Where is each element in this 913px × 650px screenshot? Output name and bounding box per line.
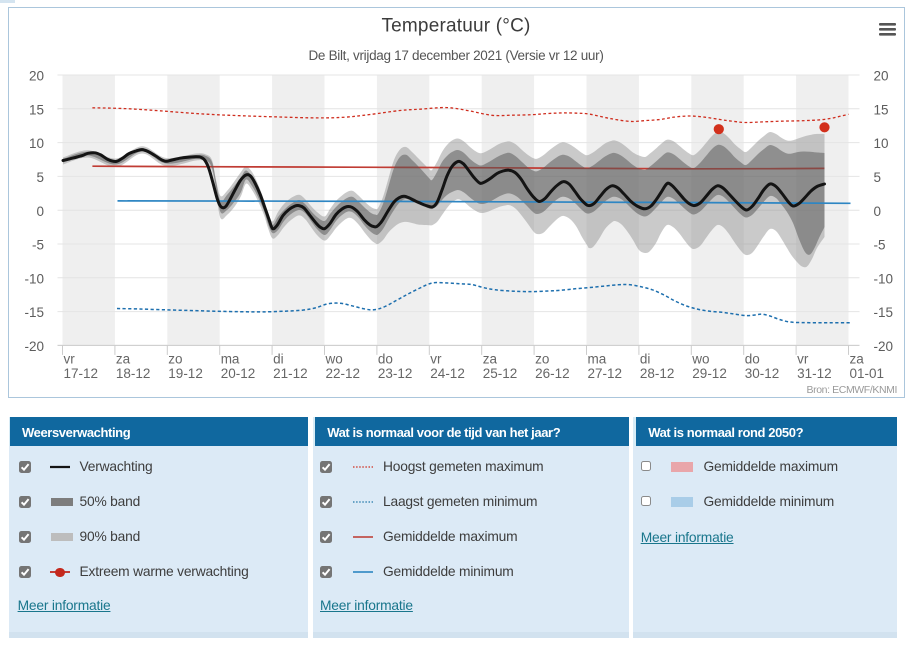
svg-text:28-12: 28-12 xyxy=(640,366,675,381)
svg-text:21-12: 21-12 xyxy=(273,366,308,381)
svg-text:za: za xyxy=(850,352,865,367)
svg-text:Temperatuur (°C): Temperatuur (°C) xyxy=(381,16,530,37)
svg-text:di: di xyxy=(640,352,651,367)
svg-text:27-12: 27-12 xyxy=(588,366,623,381)
svg-text:-5: -5 xyxy=(874,238,886,253)
svg-text:31-12: 31-12 xyxy=(797,366,832,381)
svg-text:25-12: 25-12 xyxy=(483,366,518,381)
svg-text:20: 20 xyxy=(29,69,44,84)
svg-text:Bron: ECMWF/KNMI: Bron: ECMWF/KNMI xyxy=(807,384,897,396)
svg-text:zo: zo xyxy=(168,352,182,367)
svg-text:za: za xyxy=(483,352,498,367)
svg-text:-20: -20 xyxy=(874,339,894,354)
svg-text:ma: ma xyxy=(588,352,607,367)
svg-text:19-12: 19-12 xyxy=(168,366,203,381)
svg-text:zo: zo xyxy=(535,352,549,367)
svg-text:26-12: 26-12 xyxy=(535,366,570,381)
svg-text:-5: -5 xyxy=(32,238,44,253)
svg-text:17-12: 17-12 xyxy=(64,366,99,381)
svg-text:do: do xyxy=(378,352,393,367)
svg-text:10: 10 xyxy=(29,136,44,151)
svg-text:15: 15 xyxy=(874,102,889,117)
svg-text:-10: -10 xyxy=(874,271,894,286)
svg-text:5: 5 xyxy=(874,170,882,185)
svg-text:di: di xyxy=(273,352,284,367)
svg-text:15: 15 xyxy=(29,102,44,117)
svg-text:10: 10 xyxy=(874,136,889,151)
svg-text:0: 0 xyxy=(36,204,44,219)
svg-text:30-12: 30-12 xyxy=(745,366,780,381)
svg-text:-10: -10 xyxy=(24,271,44,286)
svg-text:20: 20 xyxy=(874,69,889,84)
svg-text:24-12: 24-12 xyxy=(430,366,465,381)
svg-text:-15: -15 xyxy=(874,305,894,320)
svg-text:vr: vr xyxy=(430,352,442,367)
svg-text:18-12: 18-12 xyxy=(116,366,151,381)
svg-text:vr: vr xyxy=(64,352,76,367)
svg-text:za: za xyxy=(116,352,131,367)
svg-text:22-12: 22-12 xyxy=(326,366,361,381)
svg-text:wo: wo xyxy=(325,352,343,367)
svg-text:29-12: 29-12 xyxy=(692,366,727,381)
svg-text:wo: wo xyxy=(691,352,709,367)
svg-text:do: do xyxy=(745,352,760,367)
svg-text:0: 0 xyxy=(874,204,882,219)
svg-text:5: 5 xyxy=(36,170,44,185)
svg-text:20-12: 20-12 xyxy=(221,366,256,381)
svg-text:De Bilt, vrijdag 17 december 2: De Bilt, vrijdag 17 december 2021 (Versi… xyxy=(308,48,603,63)
svg-text:-20: -20 xyxy=(24,339,44,354)
svg-text:ma: ma xyxy=(221,352,240,367)
svg-text:vr: vr xyxy=(797,352,809,367)
svg-text:-15: -15 xyxy=(24,305,44,320)
svg-text:23-12: 23-12 xyxy=(378,366,413,381)
svg-text:01-01: 01-01 xyxy=(850,366,885,381)
